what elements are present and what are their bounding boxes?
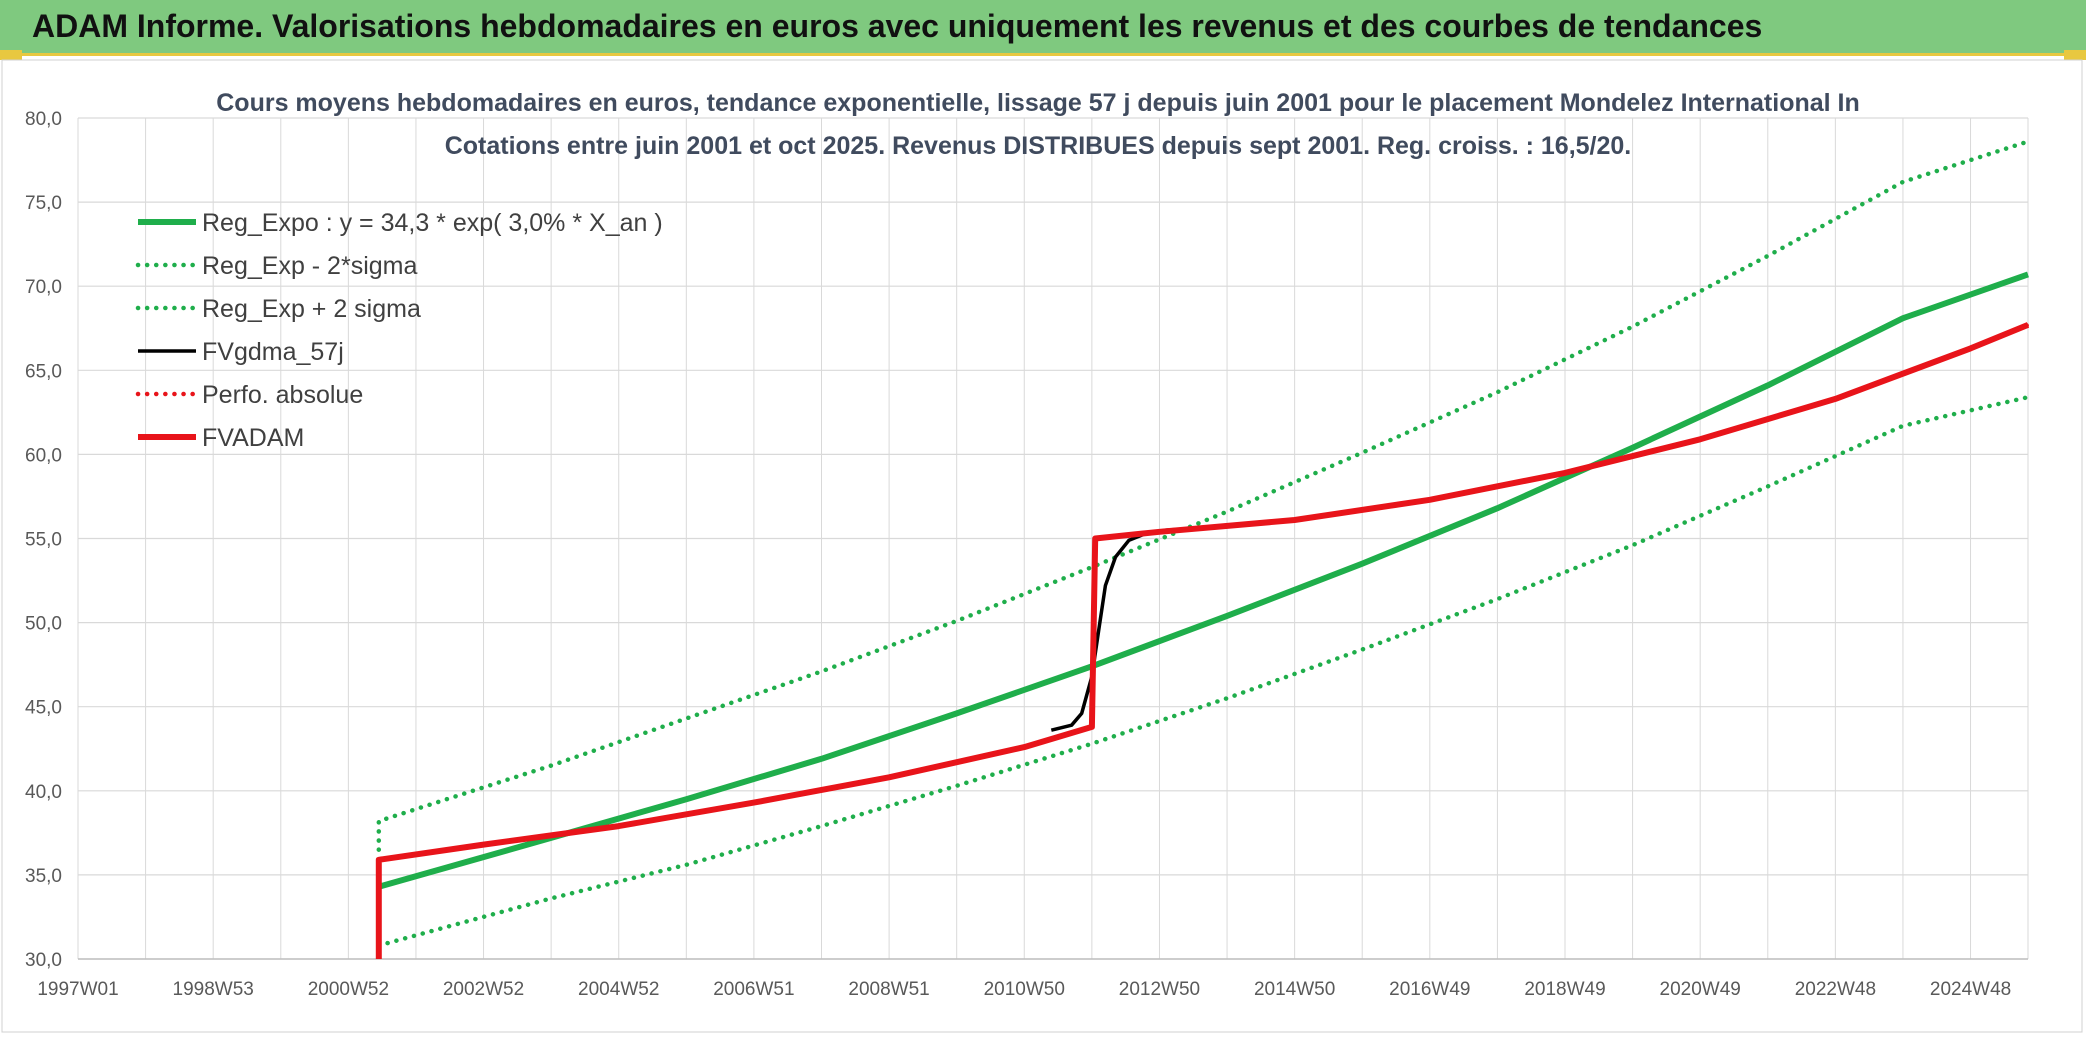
report-title: ADAM Informe. Valorisations hebdomadaire…	[32, 8, 1763, 44]
y-tick-label: 65,0	[25, 361, 62, 382]
legend-label: Reg_Expo : y = 34,3 * exp( 3,0% * X_an )	[202, 209, 663, 237]
x-tick-label: 2010W50	[984, 979, 1065, 1000]
axes: 30,0 35,0 40,0 45,0 50,0 55,0 60,0 65,0 70,0 75,0…	[25, 109, 2028, 1000]
chart-title-line-2: Cotations entre juin 2001 et oct 2025. R…	[445, 132, 1632, 160]
legend-label: Reg_Exp + 2 sigma	[202, 295, 421, 323]
x-tick-label: 2018W49	[1524, 979, 1605, 1000]
y-tick-label: 30,0	[25, 950, 62, 971]
chart-title-line-1: Cours moyens hebdomadaires en euros, ten…	[216, 89, 1860, 117]
y-tick-label: 75,0	[25, 193, 62, 214]
legend-label: FVADAM	[202, 424, 304, 452]
x-tick-label: 2000W52	[308, 979, 389, 1000]
legend-label: FVgdma_57j	[202, 338, 344, 366]
legend-label: Perfo. absolue	[202, 381, 363, 409]
series-line-5	[375, 322, 2030, 959]
x-tick-label: 2016W49	[1389, 979, 1470, 1000]
x-tick-label: 1998W53	[173, 979, 254, 1000]
chart-title: Cours moyens hebdomadaires en euros, ten…	[216, 89, 1860, 160]
x-tick-label: 1997W01	[37, 979, 118, 1000]
line-chart: 30,0 35,0 40,0 45,0 50,0 55,0 60,0 65,0 70,0 75,0…	[1, 59, 2083, 1033]
legend: Reg_Expo : y = 34,3 * exp( 3,0% * X_an )…	[135, 209, 663, 452]
x-tick-label: 2012W50	[1119, 979, 1200, 1000]
y-tick-label: 35,0	[25, 866, 62, 887]
x-tick-label: 2004W52	[578, 979, 659, 1000]
chart-area	[1, 59, 2083, 1033]
series-lines	[375, 139, 2031, 959]
y-tick-label: 80,0	[25, 109, 62, 130]
x-tick-label: 2022W48	[1795, 979, 1876, 1000]
corner-accent-right	[2064, 50, 2086, 60]
x-tick-label: 2014W50	[1254, 979, 1335, 1000]
x-tick-label: 2024W48	[1930, 979, 2011, 1000]
x-tick-label: 2002W52	[443, 979, 524, 1000]
series-line-0	[377, 271, 2029, 890]
y-tick-label: 50,0	[25, 614, 62, 635]
x-tick-label: 2006W51	[713, 979, 794, 1000]
legend-label: Reg_Exp - 2*sigma	[202, 252, 417, 280]
y-tick-label: 60,0	[25, 445, 62, 466]
x-tick-label: 2008W51	[848, 979, 929, 1000]
y-tick-label: 40,0	[25, 782, 62, 803]
report-banner: ADAM Informe. Valorisations hebdomadaire…	[0, 0, 2086, 56]
x-tick-label: 2020W49	[1660, 979, 1741, 1000]
y-tick-label: 45,0	[25, 698, 62, 719]
corner-accent-left	[0, 50, 22, 60]
series-line-1	[376, 394, 2031, 948]
y-tick-label: 55,0	[25, 530, 62, 551]
gridlines	[77, 117, 2029, 960]
y-tick-label: 70,0	[25, 277, 62, 298]
